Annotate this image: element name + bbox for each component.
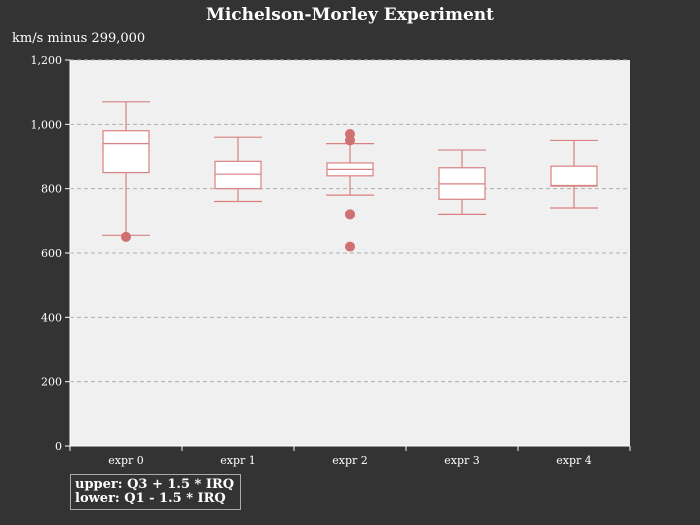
box-expr-2 — [326, 128, 374, 252]
axes: 0 200 400 600 800 1,000 1,200 expr 0 expr 1 expr … — [31, 54, 631, 467]
x-tick-label: expr 4 — [556, 454, 592, 467]
legend-upper-label: upper: Q3 + 1.5 * IRQ — [75, 477, 235, 492]
box-expr-3 — [438, 149, 486, 215]
y-tick-label: 1,000 — [31, 118, 63, 131]
box-expr-4 — [550, 139, 598, 209]
y-tick-label: 1,200 — [31, 54, 63, 67]
legend: upper: Q3 + 1.5 * IRQ lower: Q1 - 1.5 * … — [70, 474, 242, 510]
x-tick-label: expr 1 — [220, 454, 256, 467]
iqr-box — [102, 130, 150, 174]
y-tick-label: 0 — [55, 440, 62, 453]
outlier-point — [345, 209, 355, 220]
x-tick-label: expr 2 — [332, 454, 368, 467]
x-tick-label: expr 0 — [108, 454, 144, 467]
y-tick-label: 600 — [41, 247, 62, 260]
y-axis-label: km/s minus 299,000 — [12, 31, 145, 46]
outlier-point — [121, 231, 131, 242]
y-tick-label: 800 — [41, 183, 62, 196]
y-tick-label: 200 — [41, 376, 62, 389]
y-tick-label: 400 — [41, 311, 62, 324]
chart-title: Michelson-Morley Experiment — [206, 5, 494, 25]
box-expr-1 — [214, 136, 262, 203]
iqr-box — [214, 160, 262, 190]
iqr-box — [550, 165, 598, 187]
legend-lower-label: lower: Q1 - 1.5 * IRQ — [75, 491, 226, 506]
outlier-point — [345, 241, 355, 252]
outlier-point — [345, 135, 355, 146]
boxes — [102, 101, 598, 252]
x-tick-label: expr 3 — [444, 454, 480, 467]
box-expr-0 — [102, 101, 150, 242]
